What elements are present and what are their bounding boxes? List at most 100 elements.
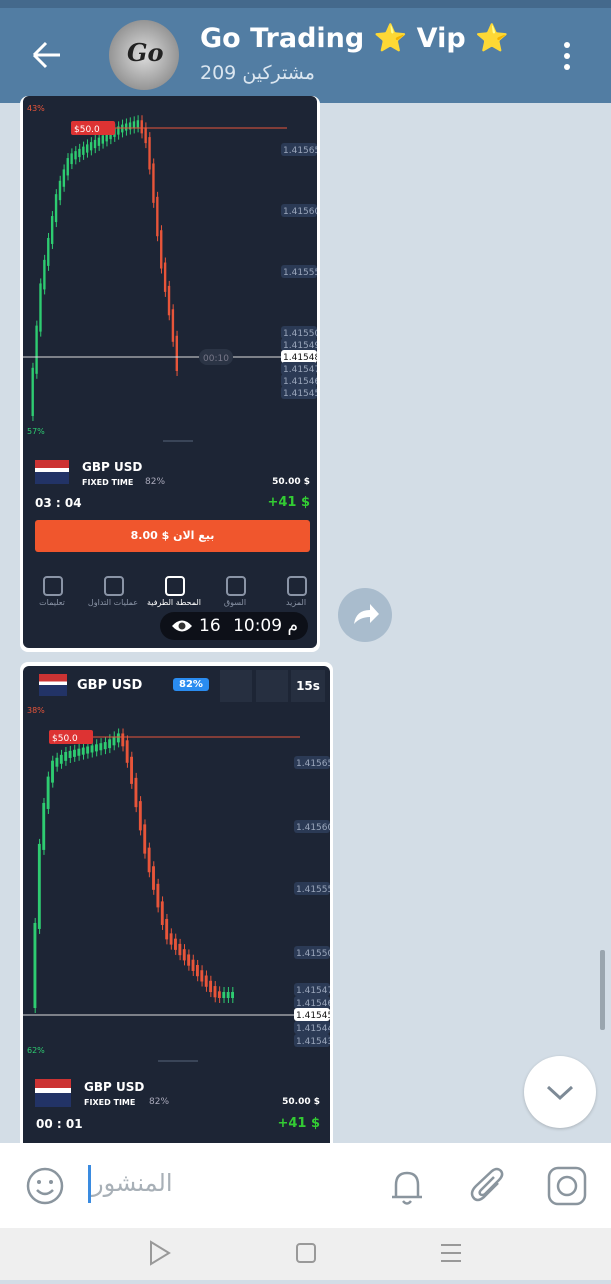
- candle: [31, 367, 34, 416]
- candle: [178, 943, 182, 956]
- timestamp: 10:09 م: [233, 616, 298, 636]
- price-label: 1.41550: [283, 329, 317, 339]
- share-button[interactable]: [338, 588, 392, 642]
- handle: [163, 440, 193, 442]
- candle: [148, 137, 151, 170]
- back-button[interactable]: [30, 40, 64, 70]
- amount: 50.00 $: [272, 477, 310, 487]
- scroll-down-button[interactable]: [524, 1056, 596, 1128]
- interval: 15s: [291, 670, 325, 702]
- view-count: 16: [199, 616, 221, 636]
- input-bar: المنشور: [0, 1143, 611, 1228]
- candle: [213, 986, 217, 998]
- message-image[interactable]: GBP USD 82% 15s 38% 62% $50.0 1.41565 1.4156…: [23, 666, 330, 1152]
- timer-box: [199, 349, 233, 365]
- candle: [82, 146, 85, 155]
- flag: [39, 674, 67, 696]
- emoji-button[interactable]: [26, 1167, 64, 1205]
- candle: [68, 750, 72, 758]
- app-nav: تعليمات عمليات التداول المحطة الطرفية السوق…: [23, 574, 317, 614]
- candle: [78, 148, 81, 158]
- candle: [39, 283, 42, 332]
- mode: FIXED TIME: [84, 1098, 136, 1107]
- candle: [156, 883, 160, 908]
- candle: [124, 123, 128, 131]
- avatar[interactable]: Go: [109, 20, 179, 90]
- profit: +41 $: [267, 495, 310, 510]
- flag: [35, 460, 69, 484]
- candle: [121, 733, 125, 747]
- candle: [93, 139, 97, 149]
- candle: [174, 938, 177, 950]
- candle: [74, 151, 77, 160]
- message-image[interactable]: 43% 57% $50.0 1.41565 1.41560 1.41555 1.41550 1…: [23, 96, 317, 648]
- candle: [152, 163, 155, 203]
- app-nav-icon: [165, 576, 185, 596]
- channel-title[interactable]: Go Trading ⭐ Vip ⭐: [200, 23, 509, 54]
- candle: [35, 325, 38, 374]
- price-label: 1.41560: [283, 207, 317, 217]
- camera-button[interactable]: [547, 1166, 587, 1206]
- menu-button[interactable]: [562, 41, 572, 73]
- candle: [105, 133, 108, 142]
- price-label-box: [294, 820, 330, 833]
- buy-pct: 62%: [27, 1046, 45, 1055]
- flag: [35, 1079, 71, 1107]
- price-label-box: [294, 1021, 330, 1034]
- candle: [94, 744, 98, 752]
- candle: [132, 121, 136, 129]
- candle: [116, 733, 120, 743]
- price-label-box: [294, 1008, 330, 1021]
- candle: [43, 259, 46, 290]
- header: Go Go Trading ⭐ Vip ⭐ 209 مشتركين: [0, 8, 611, 103]
- candle: [140, 120, 143, 134]
- mute-button[interactable]: [388, 1167, 426, 1207]
- price-label: 1.41543: [296, 1037, 330, 1047]
- app-nav-icon: [43, 576, 63, 596]
- profit: +41 $: [277, 1116, 320, 1131]
- candle: [109, 130, 112, 140]
- candle: [143, 824, 147, 854]
- candle: [112, 736, 116, 746]
- candle: [50, 216, 54, 244]
- candle: [169, 933, 173, 945]
- candle: [130, 756, 133, 784]
- countdown: 03 : 04: [35, 496, 82, 510]
- candle: [42, 802, 46, 850]
- attach-button[interactable]: [468, 1165, 508, 1207]
- candle: [81, 747, 85, 755]
- system-nav: [0, 1228, 611, 1280]
- price-label: 1.41546: [296, 999, 330, 1009]
- candle: [97, 137, 101, 146]
- candle: [51, 760, 54, 783]
- candle: [62, 169, 66, 187]
- candle: [77, 748, 81, 756]
- price-label-box: [281, 386, 317, 399]
- candle: [103, 742, 107, 750]
- price-chart: 43% 57% $50.0 1.41565 1.41560 1.41555 1.41550 1…: [23, 104, 317, 436]
- app-nav-item: المزيد: [285, 598, 307, 607]
- candle: [144, 127, 147, 144]
- price-label: 1.41555: [283, 268, 317, 278]
- price-label-box: [281, 362, 317, 375]
- message-input[interactable]: المنشور: [92, 1169, 173, 1197]
- candle: [134, 777, 138, 808]
- candle: [47, 237, 50, 266]
- price-label: 1.41565: [283, 146, 317, 156]
- candle: [108, 739, 112, 749]
- app-nav-item: عمليات التداول: [87, 598, 139, 607]
- price-label-box: [281, 338, 317, 351]
- candle: [175, 335, 178, 371]
- candle: [101, 135, 104, 144]
- price-label: 1.41548: [283, 353, 317, 363]
- payout: 82%: [149, 1097, 170, 1107]
- app-nav-icon: [287, 576, 307, 596]
- price-label: 1.41547: [283, 365, 317, 375]
- price-label: 1.41545: [283, 389, 317, 399]
- pair: GBP USD: [84, 1080, 145, 1094]
- payout: 82%: [145, 477, 166, 487]
- price-label: 1.41546: [283, 377, 317, 387]
- candle: [163, 262, 167, 292]
- candle: [156, 196, 159, 237]
- candle: [152, 866, 155, 890]
